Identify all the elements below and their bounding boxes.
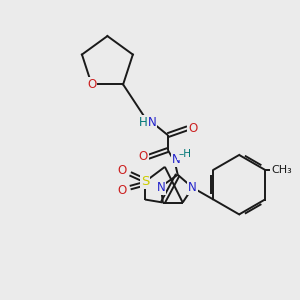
Text: O: O	[87, 78, 96, 91]
Text: N: N	[148, 116, 156, 129]
Text: O: O	[118, 184, 127, 197]
Text: –H: –H	[178, 149, 191, 159]
Text: N: N	[172, 153, 181, 167]
Text: O: O	[188, 122, 197, 135]
Text: O: O	[118, 164, 127, 177]
Text: N: N	[188, 181, 197, 194]
Text: S: S	[141, 175, 149, 188]
Text: O: O	[138, 150, 148, 164]
Text: H: H	[139, 116, 147, 129]
Text: N: N	[157, 181, 165, 194]
Text: CH₃: CH₃	[272, 165, 292, 175]
